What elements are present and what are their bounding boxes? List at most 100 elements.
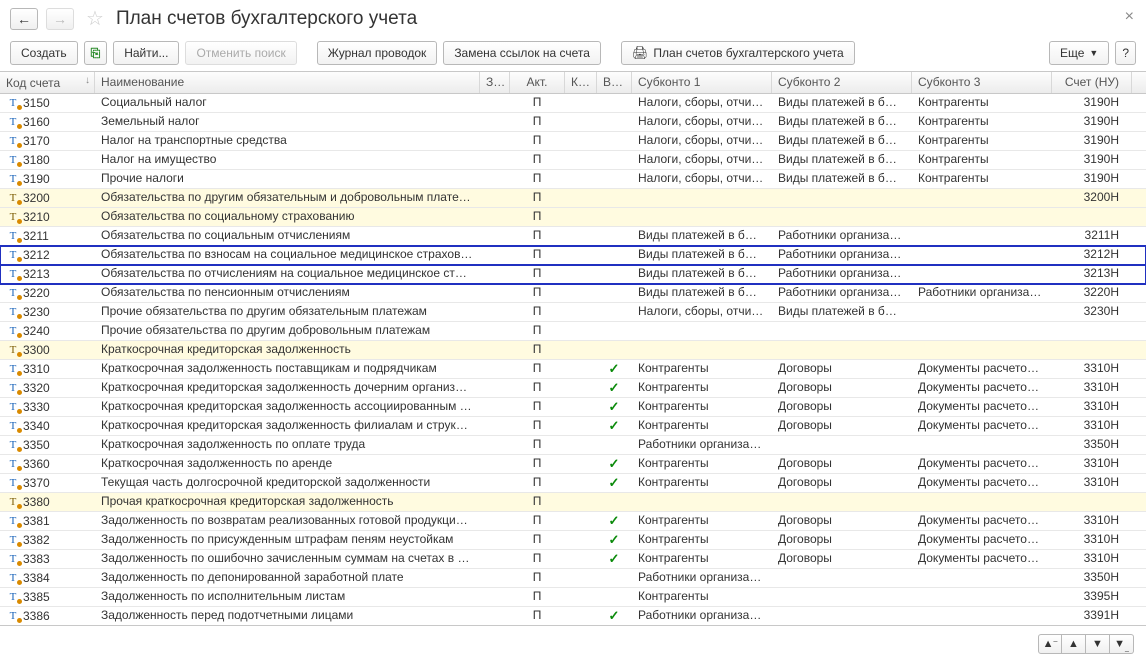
- schet-cell: 3212Н: [1052, 246, 1132, 264]
- help-button[interactable]: ?: [1115, 41, 1136, 65]
- akt-cell: П: [510, 588, 565, 606]
- journal-button[interactable]: Журнал проводок: [317, 41, 438, 65]
- nav-up-button[interactable]: ▲: [1062, 634, 1086, 654]
- name-cell: Обязательства по другим обязательным и д…: [95, 189, 480, 207]
- nav-down-button[interactable]: ▼: [1086, 634, 1110, 654]
- val-cell: [597, 265, 632, 283]
- code-text: 3213: [23, 267, 50, 281]
- table-row[interactable]: T3381Задолженность по возвратам реализов…: [0, 512, 1146, 531]
- col-val[interactable]: Вал.: [597, 72, 632, 93]
- name-cell: Краткосрочная кредиторская задолженность: [95, 341, 480, 359]
- table-row[interactable]: T3210Обязательства по социальному страхо…: [0, 208, 1146, 227]
- val-cell: ✓: [597, 531, 632, 549]
- col-akt[interactable]: Акт.: [510, 72, 565, 93]
- account-type-icon: T: [6, 591, 20, 603]
- col-zab[interactable]: Заб.: [480, 72, 510, 93]
- kol-cell: [565, 94, 597, 112]
- table-row[interactable]: T3386Задолженность перед подотчетными ли…: [0, 607, 1146, 626]
- col-schet[interactable]: Счет (НУ): [1052, 72, 1132, 93]
- find-button[interactable]: Найти...: [113, 41, 179, 65]
- table-row[interactable]: T3370Текущая часть долгосрочной кредитор…: [0, 474, 1146, 493]
- name-cell: Краткосрочная кредиторская задолженность…: [95, 398, 480, 416]
- val-cell: [597, 436, 632, 454]
- name-cell: Краткосрочная кредиторская задолженность…: [95, 379, 480, 397]
- table-row[interactable]: T3330Краткосрочная кредиторская задолжен…: [0, 398, 1146, 417]
- table-row[interactable]: T3150Социальный налогПНалоги, сборы, отч…: [0, 94, 1146, 113]
- table-row[interactable]: T3320Краткосрочная кредиторская задолжен…: [0, 379, 1146, 398]
- table-row[interactable]: T3384Задолженность по депонированной зар…: [0, 569, 1146, 588]
- table-row[interactable]: T3180Налог на имуществоПНалоги, сборы, о…: [0, 151, 1146, 170]
- nav-top-button[interactable]: ▲_: [1038, 634, 1062, 654]
- schet-cell: 3213Н: [1052, 265, 1132, 283]
- table-row[interactable]: T3380Прочая краткосрочная кредиторская з…: [0, 493, 1146, 512]
- table-row[interactable]: T3240Прочие обязательства по другим добр…: [0, 322, 1146, 341]
- val-cell: ✓: [597, 398, 632, 416]
- akt-cell: П: [510, 132, 565, 150]
- zab-cell: [480, 493, 510, 511]
- s2-cell: Договоры: [772, 379, 912, 397]
- table-row[interactable]: T3350Краткосрочная задолженность по опла…: [0, 436, 1146, 455]
- table-row[interactable]: T3230Прочие обязательства по другим обяз…: [0, 303, 1146, 322]
- nav-back-button[interactable]: ←: [10, 8, 38, 30]
- schet-cell: [1052, 322, 1132, 340]
- col-s3[interactable]: Субконто 3: [912, 72, 1052, 93]
- kol-cell: [565, 550, 597, 568]
- table-row[interactable]: T3200Обязательства по другим обязательны…: [0, 189, 1146, 208]
- table-row[interactable]: T3190Прочие налогиПНалоги, сборы, отчисл…: [0, 170, 1146, 189]
- zab-cell: [480, 113, 510, 131]
- replace-refs-button[interactable]: Замена ссылок на счета: [443, 41, 601, 65]
- cancel-search-button[interactable]: Отменить поиск: [185, 41, 296, 65]
- schet-cell: 3310Н: [1052, 398, 1132, 416]
- akt-cell: П: [510, 151, 565, 169]
- copy-button[interactable]: ⎘: [84, 41, 108, 65]
- schet-cell: [1052, 341, 1132, 359]
- col-code[interactable]: Код счета↓: [0, 72, 95, 93]
- s2-cell: [772, 208, 912, 226]
- kol-cell: [565, 417, 597, 435]
- table-row[interactable]: T3383Задолженность по ошибочно зачисленн…: [0, 550, 1146, 569]
- s3-cell: Документы расчетов с ...: [912, 398, 1052, 416]
- zab-cell: [480, 455, 510, 473]
- col-name[interactable]: Наименование: [95, 72, 480, 93]
- table-row[interactable]: T3211Обязательства по социальным отчисле…: [0, 227, 1146, 246]
- account-type-icon: T: [6, 268, 20, 280]
- kol-cell: [565, 246, 597, 264]
- table-row[interactable]: T3360Краткосрочная задолженность по арен…: [0, 455, 1146, 474]
- table-row[interactable]: T3170Налог на транспортные средстваПНало…: [0, 132, 1146, 151]
- akt-cell: П: [510, 569, 565, 587]
- s1-cell: [632, 189, 772, 207]
- account-type-icon: T: [6, 496, 20, 508]
- akt-cell: П: [510, 360, 565, 378]
- table-row[interactable]: T3220Обязательства по пенсионным отчисле…: [0, 284, 1146, 303]
- col-kol[interactable]: Кол.: [565, 72, 597, 93]
- col-s2[interactable]: Субконто 2: [772, 72, 912, 93]
- zab-cell: [480, 265, 510, 283]
- akt-cell: П: [510, 189, 565, 207]
- table-row[interactable]: T3300Краткосрочная кредиторская задолжен…: [0, 341, 1146, 360]
- val-cell: [597, 94, 632, 112]
- nav-forward-button[interactable]: →: [46, 8, 74, 30]
- table-row[interactable]: T3212Обязательства по взносам на социаль…: [0, 246, 1146, 265]
- col-s1[interactable]: Субконто 1: [632, 72, 772, 93]
- table-row[interactable]: T3160Земельный налогПНалоги, сборы, отчи…: [0, 113, 1146, 132]
- table-row[interactable]: T3213Обязательства по отчислениям на соц…: [0, 265, 1146, 284]
- nav-bottom-button[interactable]: ▼_: [1110, 634, 1134, 654]
- create-button[interactable]: Создать: [10, 41, 78, 65]
- close-icon[interactable]: ×: [1125, 8, 1134, 26]
- name-cell: Краткосрочная задолженность по оплате тр…: [95, 436, 480, 454]
- favorite-star-icon[interactable]: ☆: [86, 6, 104, 31]
- val-cell: ✓: [597, 360, 632, 378]
- code-text: 3385: [23, 590, 50, 604]
- more-button[interactable]: Еще ▼: [1049, 41, 1109, 65]
- table-row[interactable]: T3385Задолженность по исполнительным лис…: [0, 588, 1146, 607]
- zab-cell: [480, 189, 510, 207]
- s3-cell: [912, 265, 1052, 283]
- print-plan-button[interactable]: 🖨 План счетов бухгалтерского учета: [621, 41, 855, 65]
- table-row[interactable]: T3340Краткосрочная кредиторская задолжен…: [0, 417, 1146, 436]
- s2-cell: Договоры: [772, 474, 912, 492]
- zab-cell: [480, 227, 510, 245]
- account-type-icon: T: [6, 116, 20, 128]
- code-text: 3150: [23, 96, 50, 110]
- table-row[interactable]: T3310Краткосрочная задолженность поставщ…: [0, 360, 1146, 379]
- table-row[interactable]: T3382Задолженность по присужденным штраф…: [0, 531, 1146, 550]
